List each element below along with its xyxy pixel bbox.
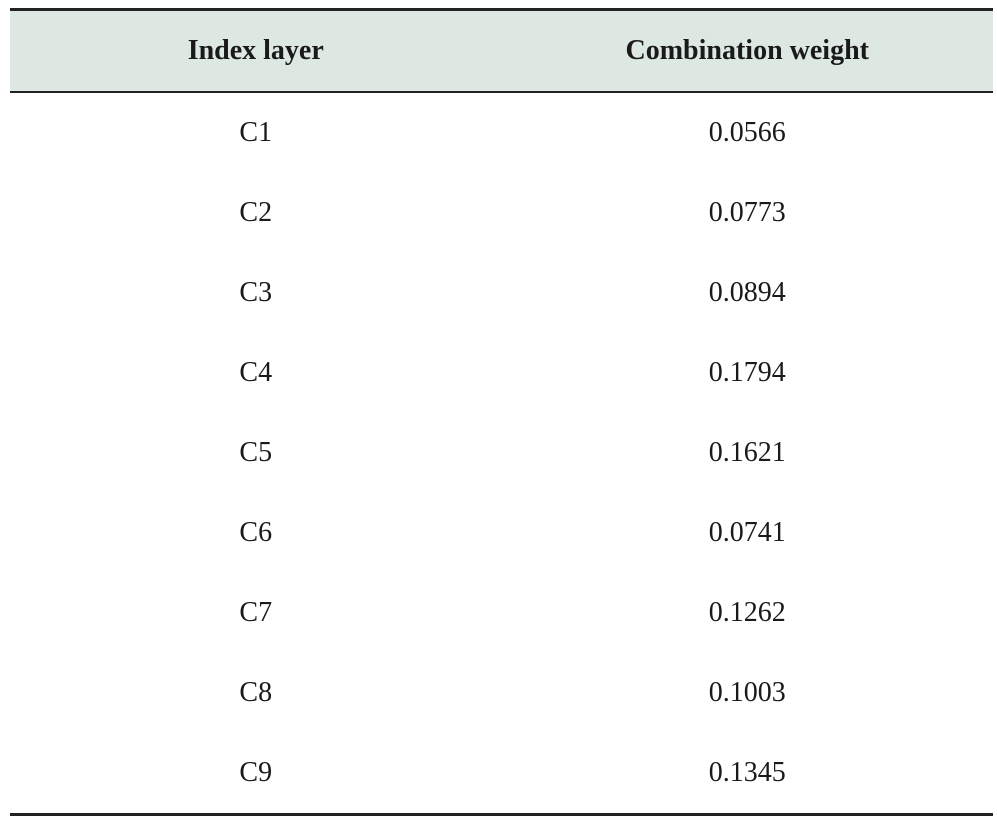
index-layer-cell: C7 — [239, 597, 273, 628]
index-layer-cell: C6 — [239, 517, 273, 548]
combination-weight-cell: 0.1345 — [708, 757, 786, 788]
index-layer-cell: C9 — [239, 757, 273, 788]
table-row: C3 0.0894 — [10, 253, 993, 333]
combination-weight-cell: 0.0566 — [708, 117, 786, 148]
table-row: C5 0.1621 — [10, 413, 993, 493]
table-row: C1 0.0566 — [10, 92, 993, 173]
table-row: C6 0.0741 — [10, 493, 993, 573]
table-row: C9 0.1345 — [10, 733, 993, 815]
combination-weight-cell: 0.1794 — [708, 357, 786, 388]
weights-table-container: Index layer Combination weight C1 0.0566… — [10, 8, 993, 816]
index-layer-cell: C1 — [239, 117, 273, 148]
combination-weight-cell: 0.0773 — [708, 197, 786, 228]
table-row: C4 0.1794 — [10, 333, 993, 413]
header-row: Index layer Combination weight — [10, 9, 993, 92]
index-layer-cell: C5 — [239, 437, 273, 468]
index-layer-cell: C8 — [239, 677, 273, 708]
index-layer-cell: C3 — [239, 277, 273, 308]
combination-weight-cell: 0.0741 — [708, 517, 786, 548]
combination-weight-cell: 0.0894 — [708, 277, 786, 308]
table-row: C8 0.1003 — [10, 653, 993, 733]
header-combination-weight: Combination weight — [625, 35, 869, 66]
index-layer-cell: C4 — [239, 357, 273, 388]
combination-weight-cell: 0.1621 — [708, 437, 786, 468]
index-layer-cell: C2 — [239, 197, 273, 228]
table-row: C7 0.1262 — [10, 573, 993, 653]
weights-table: Index layer Combination weight C1 0.0566… — [10, 8, 993, 816]
table-body: C1 0.0566 C2 0.0773 C3 0.0894 C4 0.1794 … — [10, 92, 993, 815]
table-row: C2 0.0773 — [10, 173, 993, 253]
combination-weight-cell: 0.1003 — [708, 677, 786, 708]
combination-weight-cell: 0.1262 — [708, 597, 786, 628]
table-header: Index layer Combination weight — [10, 9, 993, 92]
header-index-layer: Index layer — [187, 35, 324, 66]
